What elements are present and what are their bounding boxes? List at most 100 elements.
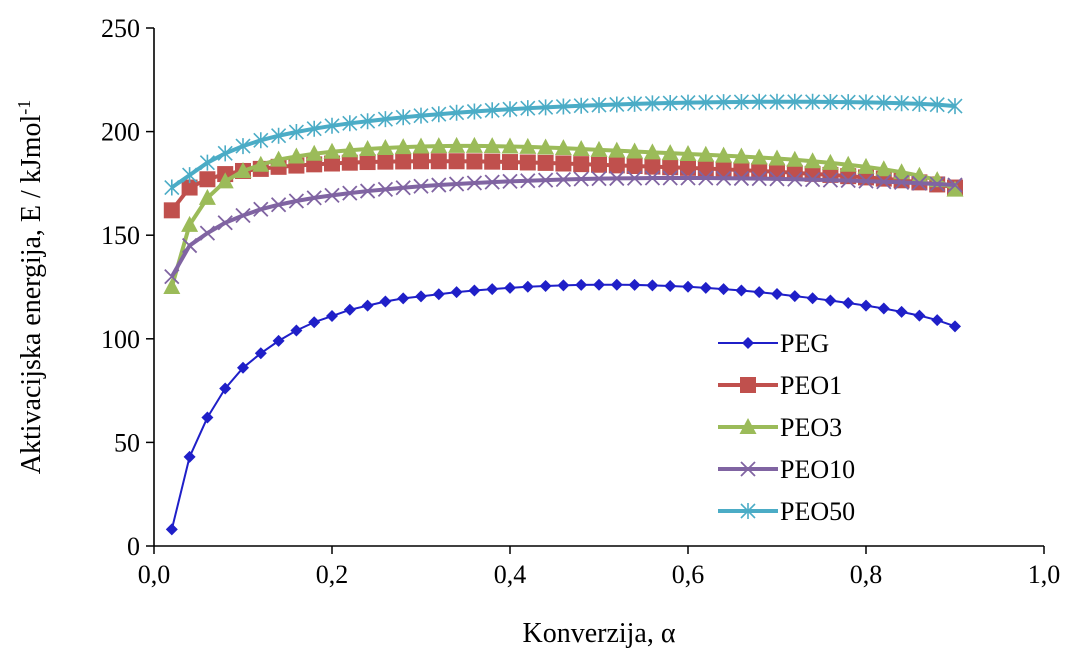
data-point xyxy=(431,106,447,123)
data-point xyxy=(201,411,214,424)
data-point xyxy=(198,188,216,205)
data-point xyxy=(698,170,714,186)
data-point xyxy=(502,173,518,189)
data-point xyxy=(733,170,750,187)
data-point xyxy=(412,137,430,154)
data-point xyxy=(520,100,536,117)
data-point xyxy=(732,147,750,164)
data-point xyxy=(413,107,429,124)
data-point xyxy=(234,161,252,178)
data-point xyxy=(394,138,412,155)
data-point xyxy=(254,347,267,360)
y-axis-title-superscript: -1 xyxy=(14,100,34,115)
data-point xyxy=(342,185,358,201)
data-point xyxy=(821,153,839,170)
data-point xyxy=(217,215,233,231)
data-point xyxy=(822,93,838,110)
data-point xyxy=(805,93,821,110)
y-tick-label: 0 xyxy=(127,532,140,561)
legend-item-peo10: PEO10 xyxy=(718,455,855,484)
data-point xyxy=(644,95,660,112)
y-tick-label: 250 xyxy=(101,14,140,43)
data-point xyxy=(324,155,340,172)
data-point xyxy=(698,94,714,111)
data-point xyxy=(306,190,322,206)
data-point xyxy=(288,193,305,209)
data-point xyxy=(750,148,768,165)
data-point xyxy=(804,152,822,169)
data-point xyxy=(573,97,589,114)
data-point xyxy=(501,137,519,154)
data-point xyxy=(608,141,626,158)
y-tick-label: 200 xyxy=(101,118,140,147)
legend-swatch-marker xyxy=(740,377,756,393)
data-point xyxy=(786,164,803,181)
data-point xyxy=(271,127,287,144)
data-point xyxy=(539,279,552,292)
data-point xyxy=(341,141,359,158)
data-point xyxy=(448,176,465,192)
data-point xyxy=(181,179,198,196)
data-point xyxy=(270,197,287,213)
data-point xyxy=(733,93,749,110)
data-point xyxy=(715,161,732,178)
data-point xyxy=(840,94,856,111)
plot-area xyxy=(163,93,964,536)
data-point xyxy=(165,523,178,536)
data-point xyxy=(699,281,712,294)
legend-item-peg: PEG xyxy=(718,329,829,358)
data-point xyxy=(430,153,447,170)
data-point xyxy=(342,115,358,132)
data-point xyxy=(217,145,233,162)
data-point xyxy=(466,153,483,170)
legend-swatch-marker xyxy=(739,418,757,434)
legend-label: PEO3 xyxy=(780,413,842,442)
data-point xyxy=(627,95,643,112)
data-point xyxy=(893,163,911,180)
data-point xyxy=(626,157,643,174)
series-peo3 xyxy=(163,136,964,294)
data-point xyxy=(875,160,893,177)
data-point xyxy=(716,94,732,111)
data-point xyxy=(395,153,412,170)
data-point xyxy=(272,334,285,347)
data-point xyxy=(929,96,945,113)
legend-swatch-marker xyxy=(742,337,754,349)
data-point xyxy=(662,95,678,112)
data-point xyxy=(376,138,394,155)
data-point xyxy=(590,140,608,157)
data-point xyxy=(609,170,625,187)
data-point xyxy=(537,138,555,155)
data-point xyxy=(555,98,571,115)
data-point xyxy=(771,288,783,301)
data-point xyxy=(449,104,465,121)
data-point xyxy=(949,320,961,333)
y-tick-label: 50 xyxy=(114,428,140,457)
legend-item-peo1: PEO1 xyxy=(718,371,842,400)
data-point xyxy=(448,136,466,153)
data-point xyxy=(216,172,234,189)
data-point xyxy=(876,94,892,111)
data-point xyxy=(608,157,625,174)
data-point xyxy=(786,150,804,167)
data-point xyxy=(359,154,376,171)
data-point xyxy=(502,101,518,118)
data-point xyxy=(715,146,733,163)
data-point xyxy=(253,132,269,149)
legend-label: PEO10 xyxy=(780,455,855,484)
data-point xyxy=(947,177,963,193)
data-point xyxy=(199,225,216,241)
data-point xyxy=(308,316,321,329)
x-tick-label: 0,6 xyxy=(672,560,705,589)
data-point xyxy=(894,95,910,112)
legend-label: PEO1 xyxy=(780,371,842,400)
data-point xyxy=(519,154,536,171)
legend-item-peo50: PEO50 xyxy=(718,497,855,526)
legend-label: PEG xyxy=(780,329,829,358)
data-point xyxy=(537,154,554,171)
data-point xyxy=(857,157,875,174)
data-point xyxy=(573,171,589,187)
x-axis-title: Konverzija, α xyxy=(522,618,675,649)
data-point xyxy=(164,269,180,285)
data-point xyxy=(769,93,785,110)
